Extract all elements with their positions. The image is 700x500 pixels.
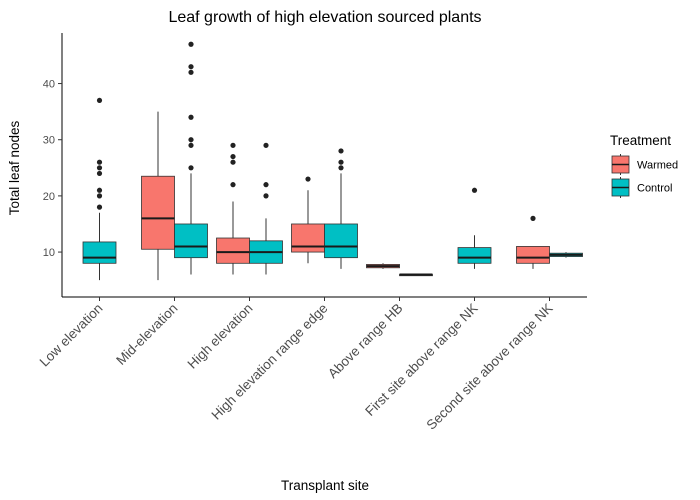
chart-title: Leaf growth of high elevation sourced pl… (168, 9, 481, 26)
box-rect (516, 246, 550, 264)
outlier-point (188, 137, 194, 143)
box-rect (216, 237, 250, 264)
box-rect (324, 223, 358, 259)
y-tick-label: 20 (43, 191, 55, 203)
box-control (549, 252, 583, 258)
x-tick-label: Mid-elevation (113, 301, 180, 368)
outlier-point (96, 204, 103, 210)
x-tick-label: High elevation (185, 301, 256, 372)
outlier-point (230, 182, 236, 188)
box-warmed (516, 215, 550, 269)
outlier-point (230, 142, 236, 148)
y-axis-title: Total leaf nodes (7, 120, 22, 215)
y-tick-label: 40 (43, 79, 55, 91)
box-warmed (291, 176, 325, 264)
outlier-point (263, 193, 269, 199)
box-rect (174, 223, 208, 259)
y-tick-label: 10 (43, 247, 55, 259)
x-tick-label: Above range HB (325, 301, 406, 382)
x-axis-title: Transplant site (281, 478, 369, 493)
legend-label-control: Control (637, 183, 672, 195)
box-control (82, 97, 117, 281)
box-rect (457, 247, 492, 264)
outlier-point (188, 41, 194, 47)
outlier-point (230, 159, 236, 165)
outlier-point (338, 159, 344, 165)
outlier-point (263, 182, 269, 188)
outlier-point (96, 170, 103, 177)
outlier-point (530, 215, 536, 221)
outlier-point (188, 114, 194, 120)
outlier-point (188, 64, 194, 70)
outlier-point (263, 142, 269, 148)
box-control (324, 148, 358, 269)
box-warmed (216, 142, 250, 275)
box-control (399, 273, 433, 277)
box-warmed (141, 111, 175, 281)
box-rect (141, 175, 175, 250)
outlier-point (96, 159, 103, 165)
outlier-point (188, 69, 194, 75)
outlier-point (188, 165, 194, 171)
outlier-point (188, 142, 194, 148)
outlier-point (471, 187, 478, 193)
box-warmed (366, 263, 400, 269)
outlier-point (338, 148, 344, 154)
outlier-point (338, 165, 344, 171)
box-rect (82, 241, 117, 264)
box-control (174, 41, 208, 275)
legend-label-warmed: Warmed (637, 160, 678, 172)
plot-area: 10 20 30 40 Low elevation Mid-elevation High e… (37, 33, 587, 433)
box-rect (291, 223, 325, 253)
outlier-point (230, 153, 236, 160)
outlier-point (96, 187, 103, 193)
legend: Treatment Warmed Control (610, 133, 678, 198)
outlier-point (305, 176, 311, 182)
y-tick-label: 30 (43, 135, 55, 147)
outlier-point (96, 97, 103, 104)
outlier-point (96, 193, 103, 199)
x-tick-label: Low elevation (37, 301, 106, 370)
outlier-point (96, 165, 103, 171)
x-tick-label: Second site above range NK (423, 301, 555, 433)
legend-title: Treatment (610, 133, 671, 148)
box-control (249, 142, 283, 275)
box-control (457, 187, 492, 269)
